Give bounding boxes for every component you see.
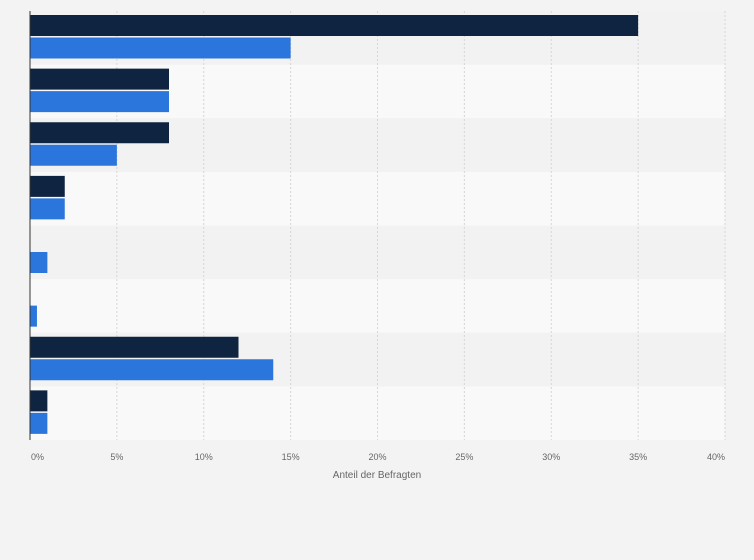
- x-tick-label: 20%: [368, 452, 386, 462]
- bar-series-1: [30, 15, 639, 36]
- x-tick-label: 15%: [282, 452, 300, 462]
- bar-series-2: [30, 37, 291, 59]
- x-axis-title: Anteil der Befragten: [333, 470, 421, 481]
- bar-series-1: [30, 122, 169, 144]
- x-tick-label: 0%: [31, 452, 44, 462]
- x-tick-label: 5%: [110, 452, 123, 462]
- x-tick-label: 10%: [195, 452, 213, 462]
- bar-series-1: [30, 390, 48, 412]
- bar-series-2: [30, 198, 65, 220]
- bar-series-1: [30, 336, 239, 358]
- x-tick-label: 40%: [707, 452, 725, 462]
- bar-series-2: [30, 252, 48, 273]
- x-tick-label: 30%: [542, 452, 560, 462]
- bar-series-2: [30, 91, 169, 113]
- x-tick-label: 35%: [629, 452, 647, 462]
- bar-series-2: [30, 144, 117, 166]
- bar-series-2: [30, 305, 37, 327]
- bar-series-2: [30, 412, 48, 434]
- bar-series-1: [30, 175, 65, 197]
- bar-series-2: [30, 359, 274, 381]
- x-tick-labels: 0% 5% 10% 15% 20% 25% 30% 35% 40%: [31, 452, 725, 462]
- bars: [30, 15, 639, 434]
- bar-series-1: [30, 68, 169, 90]
- x-tick-label: 25%: [455, 452, 473, 462]
